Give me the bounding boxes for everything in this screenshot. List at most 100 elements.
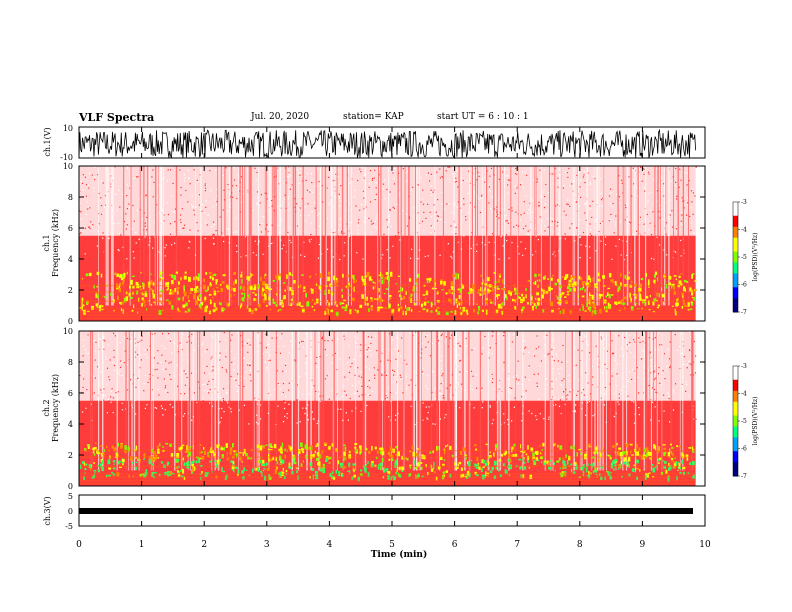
colorbar-segment xyxy=(733,279,738,283)
colorbar-segment xyxy=(733,246,738,250)
xtick-label: 1 xyxy=(139,540,145,550)
ch2-spectrogram-image xyxy=(79,331,697,486)
colorbar-tick-label: -4 xyxy=(741,227,747,234)
xtick-label: 10 xyxy=(699,540,711,550)
colorbar-segment xyxy=(733,309,738,313)
xtick-label: 4 xyxy=(327,540,333,550)
colorbar-segment xyxy=(733,456,738,460)
colorbar-segment xyxy=(733,423,738,427)
colorbar-segment xyxy=(733,410,738,414)
colorbar-segment xyxy=(733,374,738,378)
ch3-waveform-band xyxy=(79,508,693,514)
colorbar-segment xyxy=(733,445,738,449)
colorbar-segment xyxy=(733,434,738,438)
ytick-label: 0 xyxy=(68,317,73,326)
ch1-spectrogram-yticks: 0 2 4 6 8 10 xyxy=(63,162,705,326)
xtick-label: 3 xyxy=(264,540,270,550)
ch1-ylabel: ch.1(V) xyxy=(43,127,52,156)
ch3-ylabel: ch.3(V) xyxy=(43,496,52,525)
colorbar-segment xyxy=(733,262,738,266)
ytick-label: 10 xyxy=(63,162,73,171)
ch3-ytick-top: 5 xyxy=(68,492,73,501)
colorbar-segment xyxy=(733,366,738,370)
colorbar-segment xyxy=(733,284,738,288)
colorbar-segment xyxy=(733,210,738,214)
ytick-label: 6 xyxy=(68,389,73,398)
ytick-label: 0 xyxy=(68,482,73,491)
colorbar-segment xyxy=(733,281,738,285)
ytick-label: 2 xyxy=(68,451,73,460)
colorbar-segment xyxy=(733,473,738,477)
xtick-label: 9 xyxy=(640,540,646,550)
colorbar-segment xyxy=(733,443,738,447)
colorbar-segment xyxy=(733,240,738,244)
colorbar-tick-label: -7 xyxy=(741,473,747,480)
colorbar-segment xyxy=(733,218,738,222)
colorbar-segment xyxy=(733,290,738,294)
colorbar-segment xyxy=(733,243,738,247)
ch1-ytick-bottom: -10 xyxy=(60,153,73,162)
xtick-label: 0 xyxy=(76,540,82,550)
colorbar-segment xyxy=(733,415,738,419)
colorbar-tick-label: -3 xyxy=(741,363,747,370)
colorbar-segment xyxy=(733,268,738,272)
ch1-waveform-panel: 10 -10 ch.1(V) xyxy=(43,124,706,162)
ytick-label: 4 xyxy=(68,255,73,264)
colorbar-segment xyxy=(733,467,738,471)
ch1-spectrogram-image xyxy=(79,166,697,321)
start-time-label: start UT = 6 : 10 : 1 xyxy=(437,112,529,122)
colorbar-segment xyxy=(733,213,738,217)
ch1-colorbar: -3 -4 -5 -6 -7 log(PSD)(V²/Hz) xyxy=(732,199,759,316)
colorbar-segment xyxy=(733,385,738,389)
xtick-label: 5 xyxy=(389,540,395,550)
colorbar-segment xyxy=(733,215,738,219)
colorbar-tick-label: -7 xyxy=(741,309,747,316)
time-axis-ticks: 0 1 2 3 4 5 6 7 8 9 10 xyxy=(76,127,711,550)
colorbar-segment xyxy=(733,401,738,405)
ch2-colorbar: -3 -4 -5 -6 -7 log(PSD)(V²/Hz) xyxy=(732,363,759,480)
colorbar-segment xyxy=(733,448,738,452)
colorbar-segment xyxy=(733,303,738,307)
colorbar-segment xyxy=(733,259,738,263)
date-label: Jul. 20, 2020 xyxy=(251,112,310,122)
colorbar-segment xyxy=(733,248,738,252)
xtick-label: 8 xyxy=(577,540,583,550)
colorbar-label: log(PSD)(V²/Hz) xyxy=(752,233,759,282)
colorbar-segment xyxy=(733,470,738,474)
colorbar-segment xyxy=(733,371,738,375)
colorbar-segment xyxy=(733,207,738,211)
ch1-spectrogram-ylabel-frequency: Frequency (kHz) xyxy=(51,209,60,277)
colorbar-segment xyxy=(733,287,738,291)
chart-title: VLF Spectra xyxy=(79,111,155,124)
ch3-ytick-middle: 0 xyxy=(68,507,73,516)
colorbar-segment xyxy=(733,404,738,408)
colorbar-tick-label: -4 xyxy=(741,391,747,398)
colorbar-segment xyxy=(733,257,738,261)
colorbar-segment xyxy=(733,202,738,206)
ch3-waveform-panel: 5 0 -5 ch.3(V) xyxy=(43,492,706,531)
colorbar-segment xyxy=(733,204,738,208)
ytick-label: 6 xyxy=(68,224,73,233)
colorbar-segment xyxy=(733,432,738,436)
ytick-label: 2 xyxy=(68,286,73,295)
ch1-spectrogram-ylabel-channel: ch.1 xyxy=(42,234,51,251)
colorbar-segment xyxy=(733,237,738,241)
colorbar-segment xyxy=(733,437,738,441)
colorbar-segment xyxy=(733,229,738,233)
colorbar-segment xyxy=(733,382,738,386)
colorbar-segment xyxy=(733,295,738,299)
colorbar-segment xyxy=(733,462,738,466)
colorbar-segment xyxy=(733,377,738,381)
colorbar-segment xyxy=(733,393,738,397)
ch1-ytick-top: 10 xyxy=(63,124,73,133)
colorbar-segment xyxy=(733,224,738,228)
ch1-spectrogram-panel: 0 2 4 6 8 10 ch.1 Frequency (kHz) xyxy=(42,162,706,326)
colorbar-tick-label: -6 xyxy=(741,446,747,453)
colorbar-segment xyxy=(733,276,738,280)
station-label: station= KAP xyxy=(343,112,404,122)
colorbar-segment xyxy=(733,235,738,239)
colorbar-segment xyxy=(733,451,738,455)
colorbar-segment xyxy=(733,232,738,236)
colorbar-segment xyxy=(733,454,738,458)
